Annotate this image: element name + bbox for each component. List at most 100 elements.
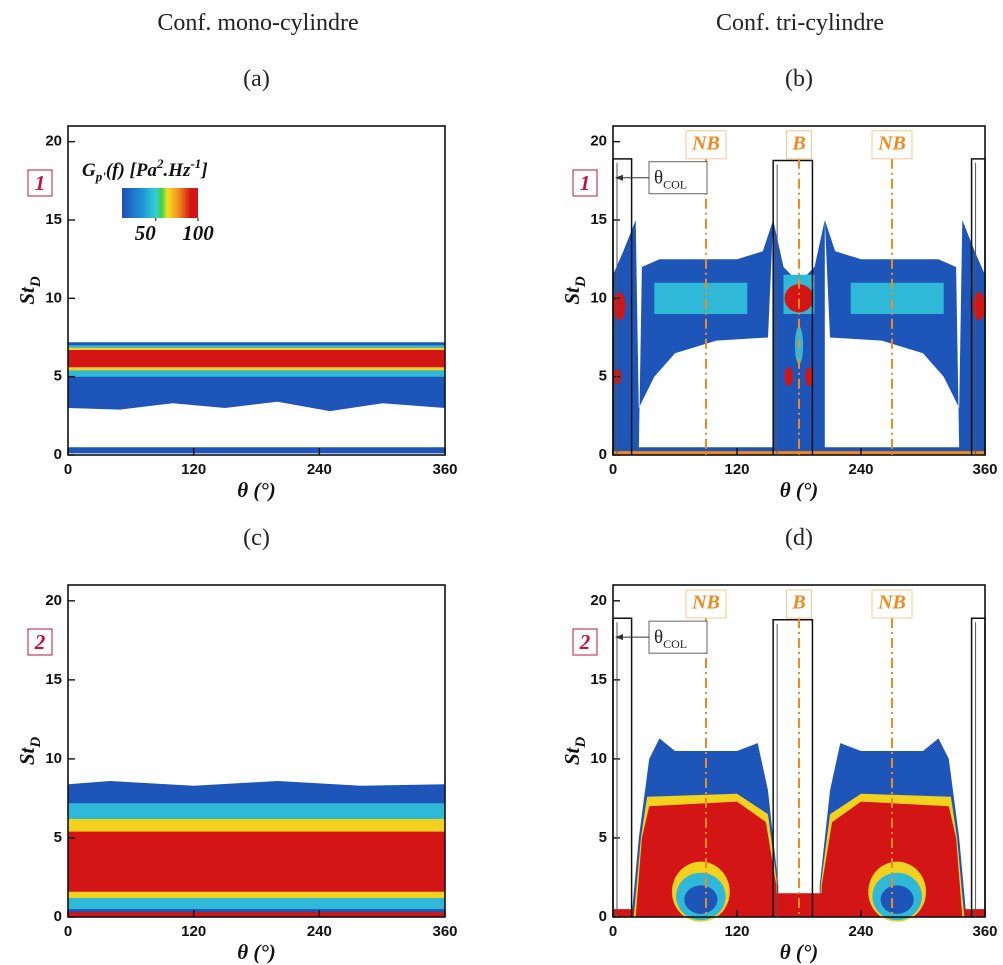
- spectrum-region: [68, 831, 445, 892]
- spectrum-region: [784, 284, 814, 313]
- plot-frame: [67, 125, 446, 456]
- marker-box: [685, 130, 727, 160]
- case-label: 2: [34, 630, 46, 654]
- y-tick-label: 5: [599, 829, 607, 846]
- y-axis-label-sub: D: [573, 276, 589, 288]
- x-tick-label: 360: [432, 461, 457, 478]
- panel-title: (c): [243, 525, 270, 551]
- marker-box: [685, 589, 727, 619]
- x-tick-label: 240: [848, 461, 873, 478]
- valve-window: [772, 159, 814, 455]
- x-axis-label: θ (°): [237, 940, 276, 964]
- y-axis-label-main: St: [560, 747, 584, 766]
- y-axis-label-main: St: [560, 286, 584, 305]
- y-axis-label: StD: [15, 276, 44, 305]
- marker-label: NB: [877, 592, 906, 614]
- x-axis-label: θ (°): [780, 478, 819, 502]
- case-badge: [572, 628, 598, 656]
- valve-window: [970, 617, 986, 917]
- x-axis-label: θ (°): [780, 940, 819, 964]
- spectrum-region: [68, 447, 445, 454]
- annotation-box: [648, 620, 708, 654]
- x-tick-label: 0: [609, 923, 617, 940]
- y-tick-label: 10: [590, 750, 607, 767]
- spectrum-region: [824, 220, 985, 451]
- marker-label: B: [791, 132, 805, 154]
- colorbar-label-part: ]: [200, 160, 207, 181]
- y-axis-label-sub: D: [28, 276, 44, 288]
- spectrum-region: [805, 367, 814, 387]
- x-tick-label: 360: [432, 923, 457, 940]
- x-tick-label: 360: [972, 923, 997, 940]
- spectrum-region: [880, 885, 914, 914]
- annotation-sub: COL: [663, 178, 687, 192]
- colorbar-tick-label: 100: [182, 221, 214, 245]
- colorbar-label-part: 2: [156, 156, 164, 171]
- spectrum-region: [68, 912, 445, 917]
- annotation-sub: COL: [663, 637, 687, 651]
- panel-title: (b): [785, 66, 813, 92]
- valve-window: [612, 158, 633, 455]
- column-heading: Conf. tri-cylindre: [716, 10, 884, 36]
- case-label: 1: [35, 171, 46, 195]
- x-tick-label: 240: [307, 461, 332, 478]
- case-badge: [27, 169, 53, 197]
- spectrum-region: [613, 909, 634, 917]
- column-heading: Conf. mono-cylindre: [157, 10, 358, 36]
- y-tick-label: 0: [599, 446, 607, 463]
- y-tick-label: 20: [590, 592, 607, 609]
- x-tick-label: 360: [972, 461, 997, 478]
- spectrum-region: [972, 292, 985, 321]
- valve-window: [970, 158, 986, 455]
- case-badge: [572, 169, 598, 197]
- x-tick-label: 0: [64, 461, 72, 478]
- valve-window: [612, 617, 633, 917]
- y-tick-label: 15: [45, 211, 62, 228]
- valve-window: [772, 619, 814, 917]
- panel-title: (a): [243, 66, 270, 92]
- annotation-text: θCOL: [654, 627, 687, 651]
- y-tick-label: 5: [599, 368, 607, 385]
- case-label: 1: [580, 171, 591, 195]
- x-tick-label: 120: [181, 923, 206, 940]
- x-tick-label: 120: [181, 461, 206, 478]
- x-tick-label: 240: [307, 923, 332, 940]
- y-tick-label: 0: [54, 446, 62, 463]
- y-tick-label: 10: [45, 289, 62, 306]
- marker-label: B: [791, 592, 805, 614]
- case-label: 2: [579, 630, 591, 654]
- spectrum-region: [613, 292, 626, 321]
- y-axis-label: StD: [560, 737, 589, 766]
- y-tick-label: 20: [590, 133, 607, 150]
- spectrum-region: [613, 220, 774, 451]
- marker-label: NB: [691, 132, 720, 154]
- annotation-box: [648, 161, 708, 195]
- y-tick-label: 0: [54, 908, 62, 925]
- colorbar-tick-label: 50: [135, 221, 157, 245]
- annotation-main: θ: [654, 627, 663, 648]
- plot-frame: [67, 584, 446, 918]
- y-tick-label: 5: [54, 368, 62, 385]
- x-tick-label: 0: [609, 461, 617, 478]
- y-axis-label: StD: [15, 737, 44, 766]
- x-tick-label: 120: [724, 923, 749, 940]
- y-axis-label: StD: [560, 276, 589, 305]
- marker-box: [871, 130, 913, 160]
- colorbar-label: Gp'(f) [Pa2.Hz-1]: [82, 156, 208, 184]
- x-tick-label: 240: [848, 923, 873, 940]
- y-tick-label: 15: [590, 671, 607, 688]
- spectrum-region: [68, 350, 445, 368]
- spectrum-region: [784, 367, 793, 387]
- y-tick-label: 20: [45, 133, 62, 150]
- spectrum-region: [964, 909, 985, 917]
- y-axis-label-main: St: [15, 286, 39, 305]
- y-tick-label: 15: [45, 671, 62, 688]
- colorbar-label-part: p': [95, 169, 107, 184]
- colorbar: [122, 188, 198, 218]
- y-tick-label: 20: [45, 592, 62, 609]
- marker-box: [786, 589, 812, 619]
- y-tick-label: 10: [45, 750, 62, 767]
- y-tick-label: 5: [54, 829, 62, 846]
- marker-box: [871, 589, 913, 619]
